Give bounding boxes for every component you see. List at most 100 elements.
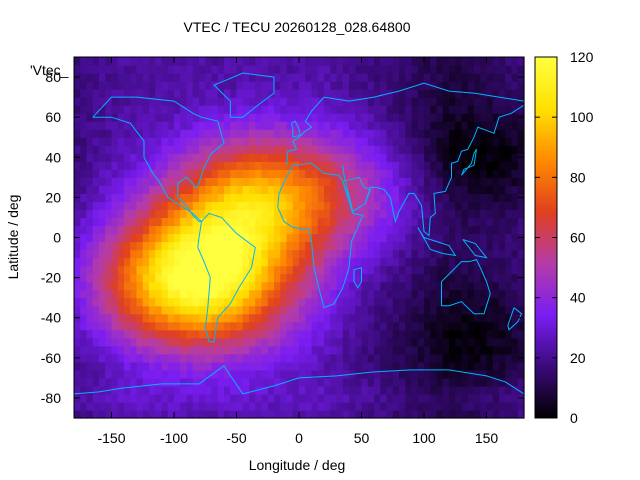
heatmap-cell xyxy=(149,73,156,82)
heatmap-cell xyxy=(311,337,319,347)
heatmap-cell xyxy=(511,265,519,275)
colorbar-swatch xyxy=(535,162,557,166)
heatmap-cell xyxy=(261,377,269,387)
heatmap-cell xyxy=(92,281,100,291)
heatmap-cell xyxy=(99,393,106,403)
heatmap-cell xyxy=(130,281,138,291)
heatmap-cell xyxy=(92,273,100,283)
heatmap-cell xyxy=(86,385,94,395)
heatmap-cell xyxy=(317,113,325,122)
heatmap-cell xyxy=(111,273,119,283)
heatmap-cell xyxy=(336,161,344,170)
heatmap-cell xyxy=(180,273,188,283)
heatmap-cell xyxy=(411,129,419,138)
heatmap-cell xyxy=(105,281,113,291)
heatmap-cell xyxy=(280,401,288,411)
heatmap-cell xyxy=(311,145,319,154)
heatmap-cell xyxy=(474,161,481,170)
heatmap-cell xyxy=(117,193,125,202)
heatmap-cell xyxy=(130,321,138,331)
heatmap-cell xyxy=(461,105,469,114)
heatmap-cell xyxy=(217,377,225,387)
heatmap-cell xyxy=(461,385,469,395)
heatmap-cell xyxy=(467,193,475,202)
heatmap-cell xyxy=(280,297,288,307)
heatmap-cell xyxy=(480,137,488,146)
heatmap-cell xyxy=(205,137,213,146)
heatmap-cell xyxy=(486,377,494,387)
heatmap-cell xyxy=(80,241,88,251)
heatmap-cell xyxy=(155,353,163,363)
heatmap-cell xyxy=(336,393,344,403)
heatmap-cell xyxy=(274,137,281,146)
colorbar-swatch xyxy=(535,279,557,284)
heatmap-cell xyxy=(142,361,150,371)
heatmap-cell xyxy=(249,73,256,82)
heatmap-cell xyxy=(511,257,519,267)
heatmap-cell xyxy=(499,169,506,178)
heatmap-cell xyxy=(499,401,506,411)
heatmap-cell xyxy=(380,377,388,387)
heatmap-cell xyxy=(405,249,413,259)
heatmap-cell xyxy=(517,385,525,395)
heatmap-cell xyxy=(186,233,194,243)
colorbar-tick-label: 20 xyxy=(570,350,586,366)
heatmap-cell xyxy=(217,369,225,379)
heatmap-cell xyxy=(286,153,294,162)
heatmap-cell xyxy=(392,209,400,219)
heatmap-cell xyxy=(330,353,338,363)
heatmap-cell xyxy=(199,289,206,299)
heatmap-cell xyxy=(380,305,388,315)
heatmap-cell xyxy=(111,345,119,355)
heatmap-cell xyxy=(349,297,356,307)
heatmap-cell xyxy=(455,145,463,154)
heatmap-cell xyxy=(355,393,363,403)
heatmap-cell xyxy=(430,65,438,74)
heatmap-cell xyxy=(299,233,306,243)
heatmap-cell xyxy=(167,145,175,154)
heatmap-cell xyxy=(74,409,81,419)
heatmap-cell xyxy=(367,377,375,387)
heatmap-cell xyxy=(167,209,175,219)
heatmap-cell xyxy=(192,249,200,259)
heatmap-cell xyxy=(324,225,331,235)
heatmap-cell xyxy=(511,249,519,259)
heatmap-cell xyxy=(480,345,488,355)
heatmap-cell xyxy=(224,113,231,122)
heatmap-cell xyxy=(224,81,231,90)
heatmap-cell xyxy=(424,289,431,299)
heatmap-cell xyxy=(99,281,106,291)
heatmap-cell xyxy=(192,313,200,323)
heatmap-cell xyxy=(74,129,81,138)
heatmap-cell xyxy=(136,121,144,130)
heatmap-cell xyxy=(255,297,263,307)
heatmap-cell xyxy=(149,401,156,411)
heatmap-cell xyxy=(336,321,344,331)
heatmap-cell xyxy=(286,321,294,331)
heatmap-cell xyxy=(105,265,113,275)
heatmap-cell xyxy=(292,113,300,122)
heatmap-cell xyxy=(399,393,406,403)
heatmap-cell xyxy=(161,265,169,275)
heatmap-cell xyxy=(199,153,206,162)
heatmap-cell xyxy=(374,385,381,395)
heatmap-cell xyxy=(105,401,113,411)
heatmap-cell xyxy=(511,377,519,387)
heatmap-cell xyxy=(499,377,506,387)
heatmap-cell xyxy=(192,225,200,235)
heatmap-cell xyxy=(299,297,306,307)
heatmap-cell xyxy=(305,265,313,275)
heatmap-cell xyxy=(430,209,438,219)
heatmap-cell xyxy=(299,145,306,154)
heatmap-cell xyxy=(505,385,513,395)
heatmap-cell xyxy=(149,321,156,331)
heatmap-cell xyxy=(417,281,425,291)
colorbar-swatch xyxy=(535,132,557,136)
heatmap-cell xyxy=(511,289,519,299)
heatmap-cell xyxy=(199,81,206,90)
heatmap-cell xyxy=(230,129,238,138)
heatmap-cell xyxy=(511,113,519,122)
heatmap-cell xyxy=(342,57,350,66)
heatmap-cell xyxy=(274,89,281,98)
heatmap-cell xyxy=(411,185,419,194)
